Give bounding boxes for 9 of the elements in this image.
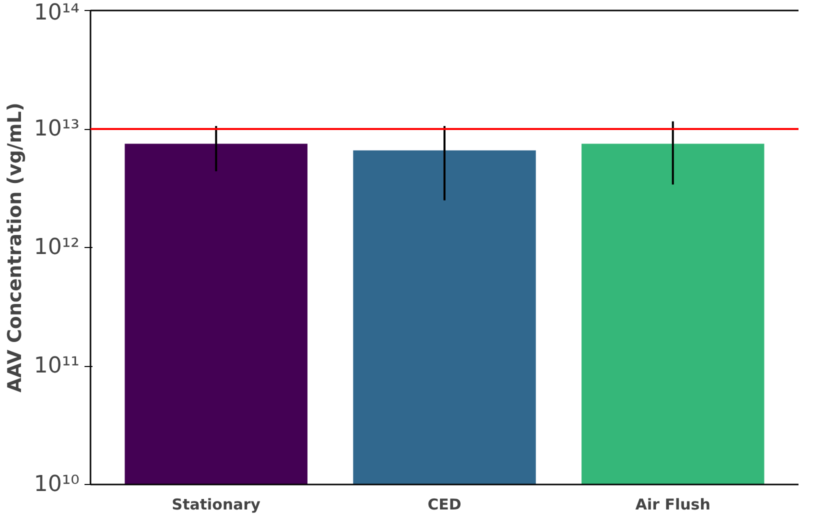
y-axis-title: AAV Concentration (vg/mL): [4, 102, 26, 392]
y-tick-label: 10¹²: [34, 235, 80, 260]
y-tick-label: 10¹⁰: [34, 472, 80, 497]
x-tick-label: Air Flush: [635, 496, 710, 514]
y-tick-label: 10¹³: [34, 116, 80, 142]
y-tick-label: 10¹⁴: [34, 0, 80, 26]
x-tick-label: CED: [428, 496, 462, 514]
y-tick-label: 10¹¹: [34, 354, 80, 378]
x-tick-label: Stationary: [172, 496, 261, 514]
